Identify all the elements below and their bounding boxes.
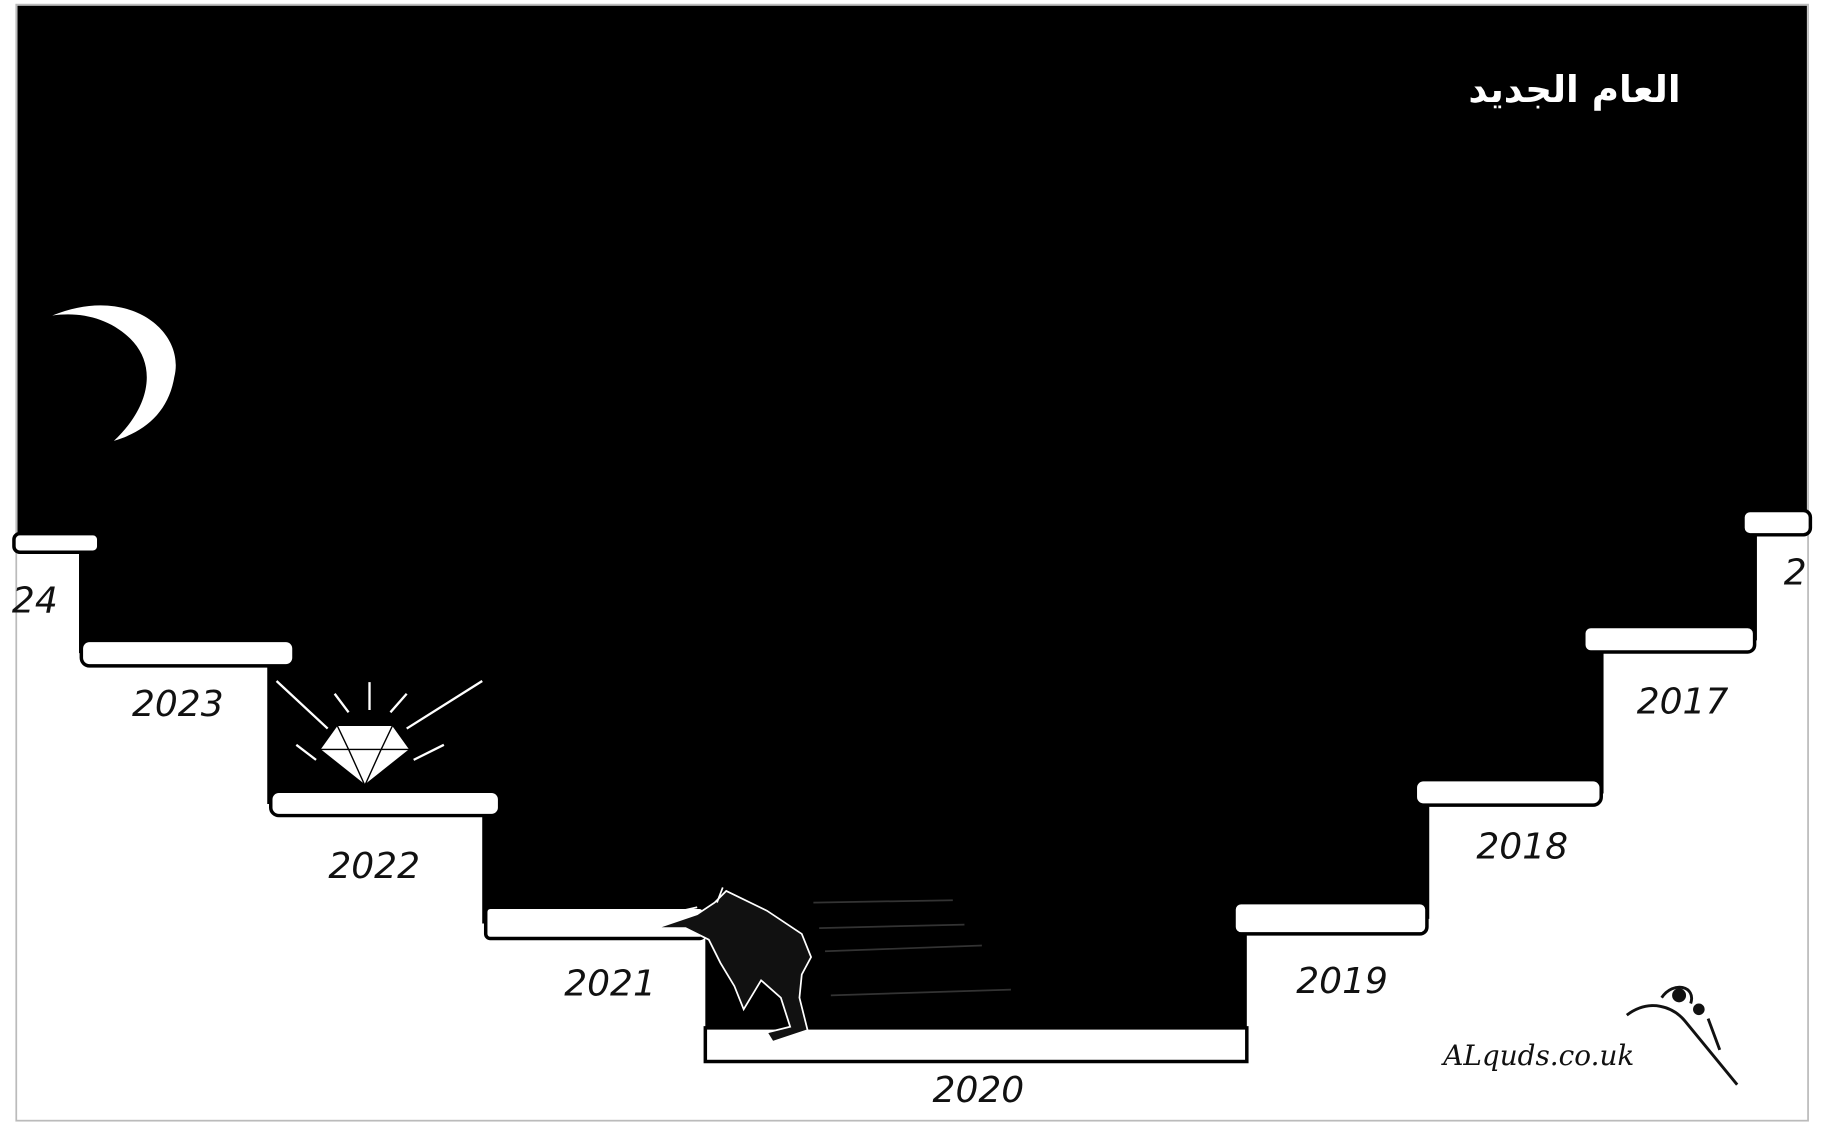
year-label: 2021 xyxy=(564,963,656,1004)
artist-mark-dot xyxy=(1672,988,1687,1003)
ledge xyxy=(1741,508,1813,537)
year-label: 2020 xyxy=(933,1070,1025,1111)
year-label: 2 xyxy=(1784,553,1807,594)
artist-mark xyxy=(1625,985,1739,1086)
running-man xyxy=(656,887,813,1043)
title: العام الجديد xyxy=(1468,68,1680,112)
year-label: 2019 xyxy=(1296,961,1388,1002)
year-label: 2022 xyxy=(328,846,420,887)
year-label: 2017 xyxy=(1637,682,1729,723)
diamond xyxy=(275,680,483,788)
ledge xyxy=(1413,777,1603,807)
year-label: 24 xyxy=(12,581,58,622)
year-labels: 24 2023 2022 2021 2020 2019 2018 2017 2 xyxy=(12,553,1807,1111)
signature: ALquds.co.uk xyxy=(1440,1039,1634,1072)
night-sky xyxy=(17,5,1807,1045)
ledge xyxy=(12,531,101,554)
artist-mark-dot xyxy=(1693,1003,1705,1016)
ledge xyxy=(1232,900,1429,936)
frame xyxy=(15,3,1809,1122)
ledge xyxy=(1582,624,1757,654)
year-label: 2018 xyxy=(1476,827,1568,868)
speed-lines xyxy=(813,899,1011,997)
crescent-moon xyxy=(52,305,176,441)
ledge xyxy=(269,789,502,818)
year-label: 2023 xyxy=(132,684,224,725)
ledge xyxy=(79,638,296,668)
